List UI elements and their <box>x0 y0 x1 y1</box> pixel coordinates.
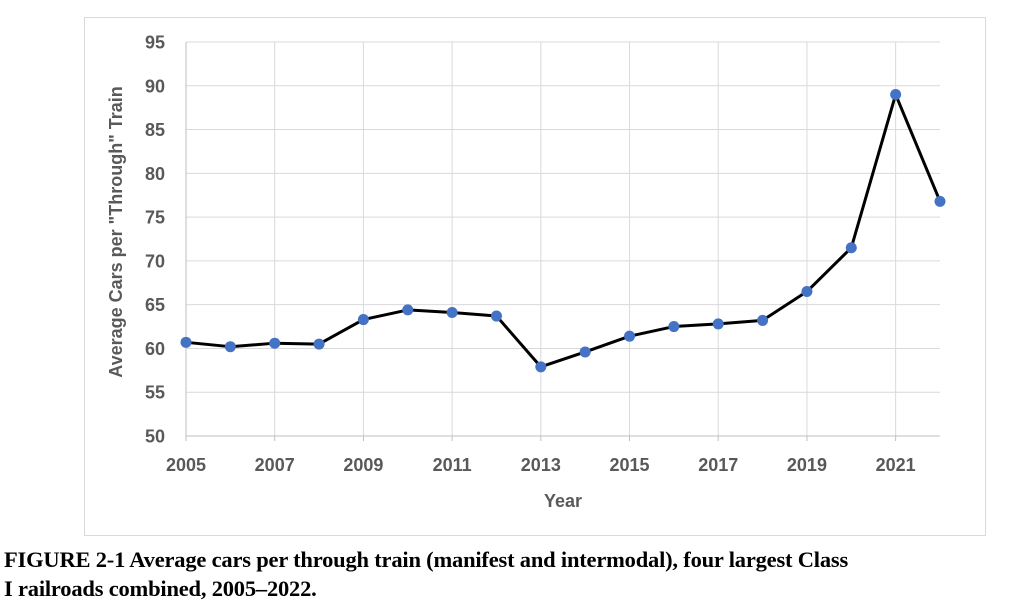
data-point <box>624 330 636 342</box>
chart-border <box>84 17 986 536</box>
data-point <box>490 310 502 322</box>
x-tick-label: 2013 <box>521 455 561 475</box>
data-point <box>446 307 458 319</box>
data-point <box>668 321 680 333</box>
caption-line-2: I railroads combined, 2005–2022. <box>4 576 317 601</box>
data-point <box>313 338 325 350</box>
x-tick-label: 2011 <box>433 455 472 475</box>
data-point <box>757 314 769 326</box>
y-tick-label: 60 <box>145 339 165 359</box>
figure-caption: FIGURE 2-1 Average cars per through trai… <box>4 545 1020 603</box>
y-tick-label: 50 <box>145 427 165 447</box>
y-tick-label: 55 <box>145 383 165 403</box>
x-tick-label: 2015 <box>610 455 650 475</box>
x-tick-label: 2009 <box>343 455 383 475</box>
data-line <box>184 93 942 369</box>
caption-line-1: FIGURE 2-1 Average cars per through trai… <box>4 547 848 572</box>
x-tick-label: 2021 <box>876 455 916 475</box>
data-point <box>934 195 946 207</box>
x-tick-label: 2019 <box>787 455 827 475</box>
y-tick-label: 65 <box>145 295 165 315</box>
tick-labels: 50 55 60 65 70 75 80 85 90 95 2005 2007 2009 2011 2013… <box>145 33 916 476</box>
x-tick-label: 2005 <box>166 455 206 475</box>
data-point <box>357 314 369 326</box>
data-point <box>579 346 591 358</box>
y-tick-label: 75 <box>145 208 165 228</box>
data-point <box>845 242 857 254</box>
data-points <box>180 89 946 373</box>
y-tick-label: 70 <box>145 251 165 271</box>
y-tick-label: 90 <box>145 76 165 96</box>
axes <box>185 42 940 441</box>
y-tick-label: 80 <box>145 164 165 184</box>
data-point <box>269 337 281 349</box>
data-point <box>535 361 547 373</box>
data-point <box>224 341 236 353</box>
y-axis-title: Average Cars per "Through" Train <box>106 86 126 377</box>
x-tick-label: 2007 <box>255 455 295 475</box>
data-point <box>712 318 724 330</box>
x-axis-title: Year <box>544 491 582 511</box>
line-chart: 50 55 60 65 70 75 80 85 90 95 2005 2007 2009 2011 2013… <box>84 17 986 536</box>
y-tick-label: 95 <box>145 33 165 53</box>
data-point <box>890 89 902 101</box>
data-point <box>801 286 813 298</box>
data-point <box>402 304 414 316</box>
chart-panel: 50 55 60 65 70 75 80 85 90 95 2005 2007 2009 2011 2013… <box>84 17 986 536</box>
x-tick-label: 2017 <box>698 455 738 475</box>
y-tick-label: 85 <box>145 120 165 140</box>
data-point <box>180 336 192 348</box>
